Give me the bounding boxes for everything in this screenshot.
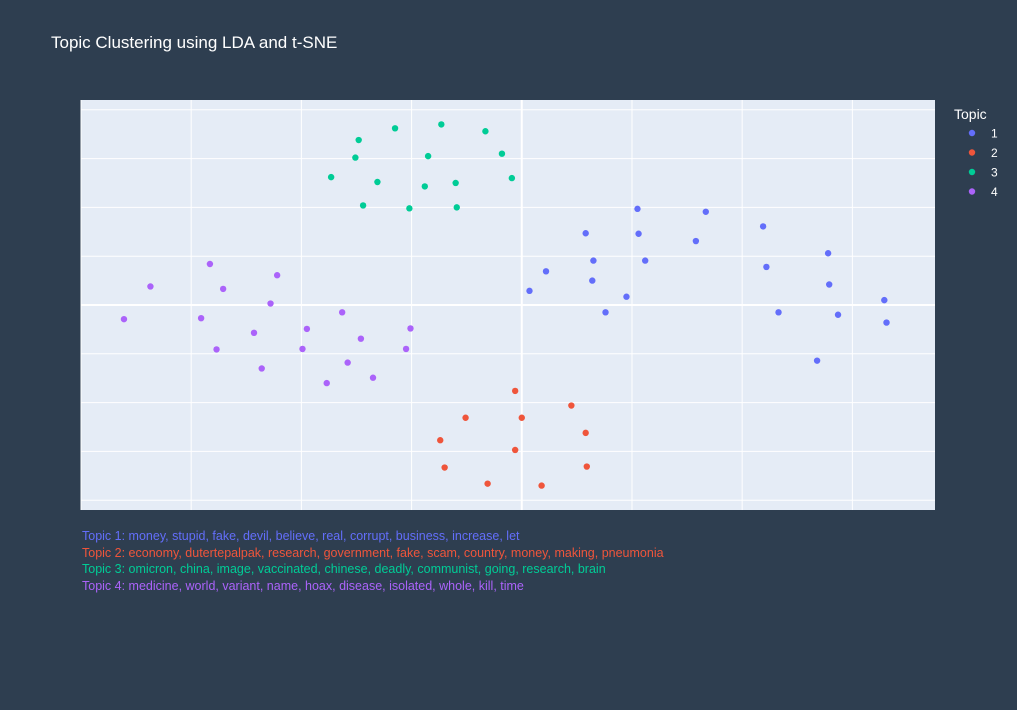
data-point-topic-1[interactable] xyxy=(602,309,609,316)
data-point-topic-1[interactable] xyxy=(834,311,842,318)
data-point-topic-2[interactable] xyxy=(462,414,469,421)
data-point-topic-1[interactable] xyxy=(763,263,770,271)
legend-item-2[interactable]: 2 xyxy=(968,146,998,160)
data-point-topic-4[interactable] xyxy=(407,325,414,332)
data-point-topic-3[interactable] xyxy=(424,152,432,160)
grid-lines xyxy=(80,100,935,510)
legend-label: 2 xyxy=(991,146,998,160)
data-point-topic-4[interactable] xyxy=(338,309,346,316)
data-point-topic-4[interactable] xyxy=(357,335,365,342)
data-points xyxy=(120,121,890,489)
data-point-topic-3[interactable] xyxy=(498,150,506,157)
data-point-topic-1[interactable] xyxy=(542,268,550,275)
data-point-topic-1[interactable] xyxy=(775,309,782,316)
legend-label: 3 xyxy=(991,166,998,180)
legend-label: 4 xyxy=(991,185,998,199)
data-point-topic-1[interactable] xyxy=(702,208,709,215)
data-point-topic-2[interactable] xyxy=(518,414,525,421)
data-point-topic-2[interactable] xyxy=(538,482,545,489)
legend-marker xyxy=(968,188,976,195)
data-point-topic-4[interactable] xyxy=(206,260,214,268)
data-point-topic-4[interactable] xyxy=(369,374,377,381)
data-point-topic-2[interactable] xyxy=(484,480,491,487)
data-point-topic-4[interactable] xyxy=(303,325,311,333)
data-point-topic-4[interactable] xyxy=(402,345,410,353)
legend-marker xyxy=(968,149,976,156)
data-point-topic-4[interactable] xyxy=(258,365,265,372)
data-point-topic-1[interactable] xyxy=(582,230,589,237)
chart-title: Topic Clustering using LDA and t-SNE xyxy=(51,33,338,52)
legend-title: Topic xyxy=(954,106,987,122)
data-point-topic-1[interactable] xyxy=(526,287,533,295)
data-point-topic-3[interactable] xyxy=(352,154,359,161)
data-point-topic-4[interactable] xyxy=(273,272,281,279)
data-point-topic-3[interactable] xyxy=(355,136,362,144)
data-point-topic-3[interactable] xyxy=(327,173,335,181)
data-point-topic-1[interactable] xyxy=(881,296,888,304)
data-point-topic-3[interactable] xyxy=(452,179,459,187)
data-point-topic-1[interactable] xyxy=(634,205,641,213)
data-point-topic-2[interactable] xyxy=(511,446,519,454)
data-point-topic-4[interactable] xyxy=(219,285,227,293)
data-point-topic-4[interactable] xyxy=(197,314,205,322)
data-point-topic-1[interactable] xyxy=(826,281,833,288)
data-point-topic-2[interactable] xyxy=(437,437,444,444)
data-point-topic-4[interactable] xyxy=(147,283,154,290)
data-point-topic-1[interactable] xyxy=(641,257,649,264)
data-point-topic-4[interactable] xyxy=(323,379,330,387)
data-point-topic-4[interactable] xyxy=(213,346,220,353)
data-point-topic-2[interactable] xyxy=(583,463,590,470)
data-point-topic-3[interactable] xyxy=(438,121,445,128)
legend-item-3[interactable]: 3 xyxy=(968,166,998,180)
data-point-topic-3[interactable] xyxy=(391,125,399,132)
data-point-topic-3[interactable] xyxy=(421,183,429,190)
data-point-topic-3[interactable] xyxy=(359,202,367,209)
data-point-topic-3[interactable] xyxy=(482,128,489,135)
data-point-topic-1[interactable] xyxy=(590,257,597,264)
data-point-topic-1[interactable] xyxy=(813,357,821,364)
legend: Topic 1 2 3 4 xyxy=(954,106,998,199)
data-point-topic-1[interactable] xyxy=(635,230,642,237)
data-point-topic-2[interactable] xyxy=(511,387,519,395)
data-point-topic-4[interactable] xyxy=(120,315,128,323)
topic-annotations: Topic 1: money, stupid, fake, devil, bel… xyxy=(82,528,664,594)
legend-label: 1 xyxy=(991,127,998,141)
data-point-topic-2[interactable] xyxy=(582,429,589,437)
topic-4-keywords: Topic 4: medicine, world, variant, name,… xyxy=(82,578,524,593)
data-point-topic-3[interactable] xyxy=(406,205,413,212)
data-point-topic-1[interactable] xyxy=(623,293,630,300)
data-point-topic-1[interactable] xyxy=(824,250,832,257)
data-point-topic-3[interactable] xyxy=(508,174,516,182)
data-point-topic-3[interactable] xyxy=(374,178,381,186)
topic-2-keywords: Topic 2: economy, dutertepalpak, researc… xyxy=(82,545,664,560)
data-point-topic-1[interactable] xyxy=(759,223,767,230)
legend-item-1[interactable]: 1 xyxy=(968,127,998,141)
legend-item-4[interactable]: 4 xyxy=(968,185,998,199)
data-point-topic-4[interactable] xyxy=(267,300,274,307)
data-point-topic-2[interactable] xyxy=(568,402,575,409)
data-point-topic-1[interactable] xyxy=(589,277,596,284)
data-point-topic-4[interactable] xyxy=(299,345,306,353)
data-point-topic-4[interactable] xyxy=(344,359,351,366)
topic-3-keywords: Topic 3: omicron, china, image, vaccinat… xyxy=(82,562,606,576)
topic-1-keywords: Topic 1: money, stupid, fake, devil, bel… xyxy=(82,529,520,543)
legend-marker xyxy=(968,129,976,137)
data-point-topic-2[interactable] xyxy=(441,464,448,471)
data-point-topic-1[interactable] xyxy=(692,237,700,245)
data-point-topic-1[interactable] xyxy=(883,319,890,326)
data-point-topic-3[interactable] xyxy=(453,204,460,211)
data-point-topic-4[interactable] xyxy=(250,329,258,337)
legend-marker xyxy=(968,168,976,176)
